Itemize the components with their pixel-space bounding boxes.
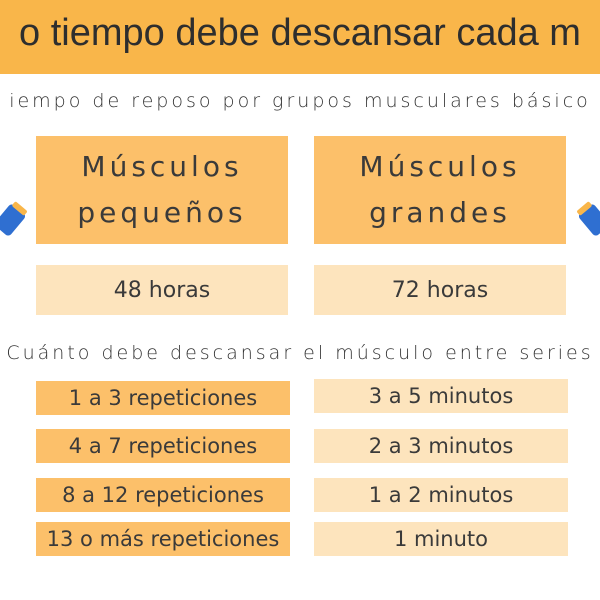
rest-row-1: 3 a 5 minutos [314, 379, 568, 413]
reps-row-3: 8 a 12 repeticiones [36, 478, 290, 512]
card-large-muscles: Músculos grandes [314, 136, 566, 244]
dumbbell-icon-right [577, 201, 600, 236]
card-label-line1: Músculos [81, 150, 243, 183]
hours-small-muscles: 48 horas [36, 265, 288, 315]
card-label-line2: pequeños [77, 196, 247, 229]
subtitle-rest-between-series: Cuánto debe descansar el músculo entre s… [6, 342, 594, 364]
reps-row-2: 4 a 7 repeticiones [36, 429, 290, 463]
page-title: o tiempo debe descansar cada m [19, 12, 581, 54]
rest-row-2: 2 a 3 minutos [314, 429, 568, 463]
title-bar: o tiempo debe descansar cada m [0, 0, 600, 74]
rest-row-4: 1 minuto [314, 522, 568, 556]
subtitle-rest-by-muscle: iempo de reposo por grupos musculares bá… [9, 90, 591, 112]
reps-row-1: 1 a 3 repeticiones [36, 381, 290, 415]
dumbbell-icon-left [0, 201, 27, 236]
rest-row-3: 1 a 2 minutos [314, 478, 568, 512]
hours-large-muscles: 72 horas [314, 265, 566, 315]
card-label-line2: grandes [369, 196, 511, 229]
card-small-muscles: Músculos pequeños [36, 136, 288, 244]
reps-row-4: 13 o más repeticiones [36, 522, 290, 556]
card-label-line1: Músculos [359, 150, 521, 183]
